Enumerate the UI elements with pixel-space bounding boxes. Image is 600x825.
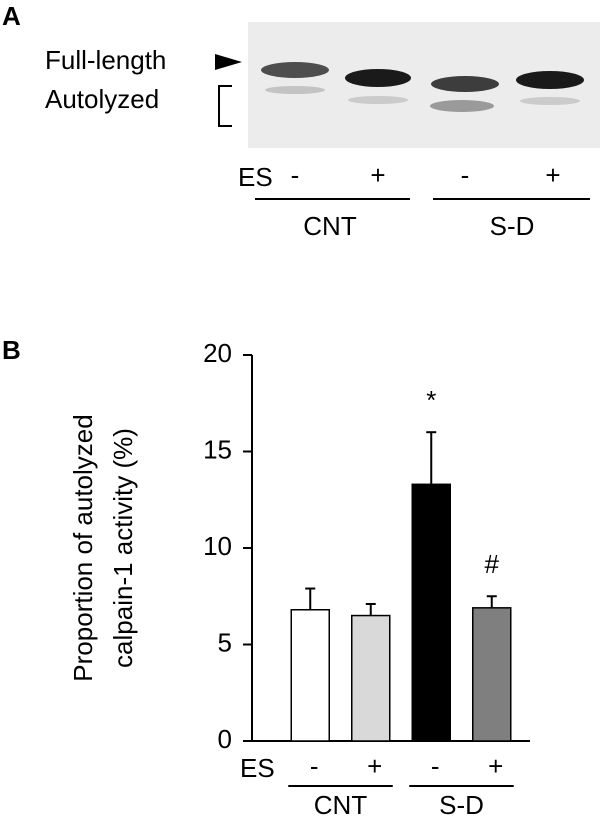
x-tick-label: -: [431, 751, 440, 781]
lane-label: ES: [238, 162, 273, 192]
y-axis-label: calpain-1 activity (%): [108, 428, 138, 668]
x-tick-label: +: [367, 751, 382, 781]
annotation: *: [426, 385, 436, 415]
annotation: #: [485, 549, 500, 579]
x-axis-label: ES: [240, 753, 275, 783]
bar: [290, 609, 330, 742]
y-tick-label: 0: [218, 724, 232, 754]
panel-label: A: [2, 1, 21, 31]
lane: +: [545, 160, 560, 190]
y-tick-label: 5: [218, 627, 232, 657]
panel-label: B: [2, 335, 21, 365]
group-label: CNT: [303, 211, 357, 241]
y-axis-label: Proportion of autolyzed: [68, 414, 98, 681]
bar: [351, 614, 391, 742]
group-label: CNT: [314, 790, 368, 820]
lane: -: [461, 160, 470, 190]
y-tick-label: 15: [203, 434, 232, 464]
y-tick-label: 20: [203, 338, 232, 368]
blot: [248, 22, 600, 148]
bracket: [218, 85, 232, 127]
group-label: S-D: [490, 211, 535, 241]
band-label: Full-length: [45, 45, 166, 75]
x-tick-label: +: [488, 751, 503, 781]
y-tick-label: 10: [203, 531, 232, 561]
bar: [411, 483, 451, 742]
lane: +: [370, 160, 385, 190]
bar: [472, 607, 512, 742]
group-label: S-D: [439, 790, 484, 820]
x-tick-label: -: [310, 751, 319, 781]
band-label: Autolyzed: [45, 84, 159, 114]
arrowhead: [215, 54, 242, 70]
lane: -: [291, 160, 300, 190]
